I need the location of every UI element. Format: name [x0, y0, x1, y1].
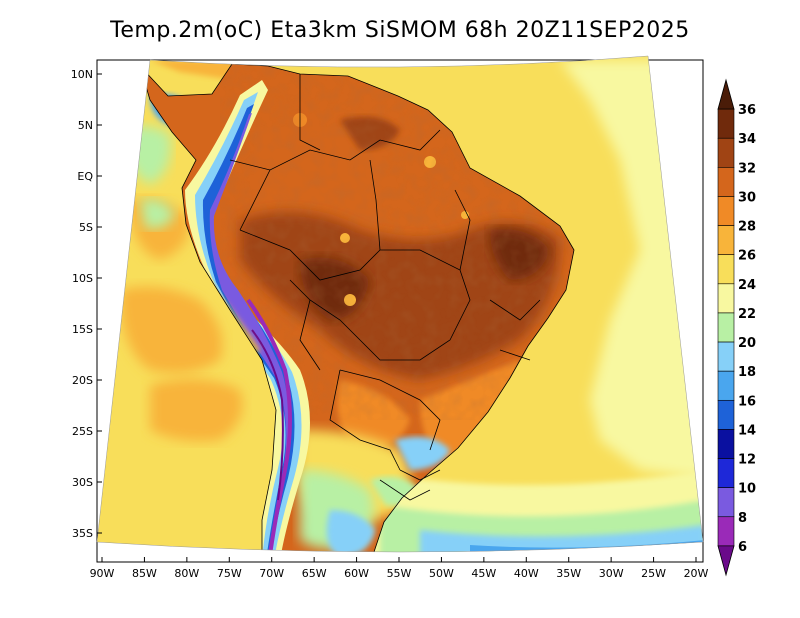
- longitude-axis: 90W 85W 80W 75W 70W 65W 60W 55W 50W 45W 40W 35W 30W 2…: [90, 557, 709, 580]
- latitude-axis: 10N 5N EQ 5S 10S 15S 20S 25S 30S 35S: [71, 68, 102, 540]
- lon-tick-label: 35W: [556, 567, 581, 580]
- lat-tick-label: EQ: [77, 170, 93, 183]
- lon-tick-label: 40W: [514, 567, 539, 580]
- colorbar-box: [717, 516, 735, 547]
- colorbar-box: [717, 283, 735, 314]
- lon-tick-label: 75W: [217, 567, 242, 580]
- temperature-field: [97, 56, 703, 552]
- lat-tick-label: 10S: [72, 272, 93, 285]
- lat-tick-label: 15S: [72, 323, 93, 336]
- colorbar-level-label: 36: [738, 103, 756, 118]
- colorbar-level-label: 14: [738, 423, 756, 438]
- colorbar-box: [717, 487, 735, 518]
- colorbar-level-label: 26: [738, 249, 756, 264]
- lon-tick-label: 60W: [344, 567, 369, 580]
- colorbar-level-label: 18: [738, 365, 756, 380]
- lon-tick-label: 25W: [641, 567, 666, 580]
- colorbar-level-label: 24: [738, 278, 756, 293]
- lon-tick-label: 50W: [429, 567, 454, 580]
- colorbar-box: [717, 370, 735, 401]
- lat-tick-label: 5N: [78, 119, 93, 132]
- colorbar-box: [717, 399, 735, 430]
- colorbar-level-label: 16: [738, 394, 756, 409]
- lat-tick-label: 35S: [72, 527, 93, 540]
- colorbar-level-label: 32: [738, 161, 756, 176]
- colorbar-level-label: 30: [738, 190, 756, 205]
- lon-tick-label: 20W: [684, 567, 709, 580]
- lat-tick-label: 5S: [79, 221, 93, 234]
- lat-tick-label: 25S: [72, 425, 93, 438]
- colorbar-level-label: 8: [738, 511, 747, 526]
- colorbar-box: [717, 225, 735, 256]
- colorbar-box: [717, 341, 735, 372]
- colorbar-max-triangle: [717, 78, 735, 110]
- lat-tick-label: 10N: [71, 68, 93, 81]
- colorbar-level-label: 6: [738, 540, 747, 555]
- colorbar-box: [717, 312, 735, 343]
- lon-tick-label: 30W: [599, 567, 624, 580]
- colorbar-box: [717, 167, 735, 197]
- colorbar-box: [717, 137, 735, 168]
- colorbar-box: [717, 429, 735, 459]
- map-title: Temp.2m(oC) Eta3km SiSMOM 68h 20Z11SEP20…: [110, 18, 690, 43]
- colorbar: 6 8 10 12 14 16 18 20 22 24 26 28 30 32 34 36: [717, 78, 756, 577]
- colorbar-level-label: 34: [738, 132, 756, 147]
- lon-tick-label: 90W: [90, 567, 115, 580]
- map-domain-outline: [96, 55, 704, 553]
- colorbar-level-label: 22: [738, 307, 756, 322]
- colorbar-box: [717, 458, 735, 488]
- lon-tick-label: 45W: [471, 567, 496, 580]
- lon-tick-label: 85W: [132, 567, 157, 580]
- colorbar-box: [717, 254, 735, 285]
- colorbar-level-label: 20: [738, 336, 756, 351]
- lon-tick-label: 65W: [302, 567, 327, 580]
- lat-tick-label: 30S: [72, 476, 93, 489]
- colorbar-level-label: 10: [738, 482, 756, 497]
- colorbar-box: [717, 196, 735, 226]
- lon-tick-label: 55W: [387, 567, 412, 580]
- lat-tick-label: 20S: [72, 374, 93, 387]
- lon-tick-label: 70W: [259, 567, 284, 580]
- lon-tick-label: 80W: [174, 567, 199, 580]
- colorbar-level-label: 28: [738, 220, 756, 235]
- colorbar-box: [717, 108, 735, 139]
- colorbar-level-label: 12: [738, 453, 756, 468]
- colorbar-min-triangle: [717, 545, 735, 577]
